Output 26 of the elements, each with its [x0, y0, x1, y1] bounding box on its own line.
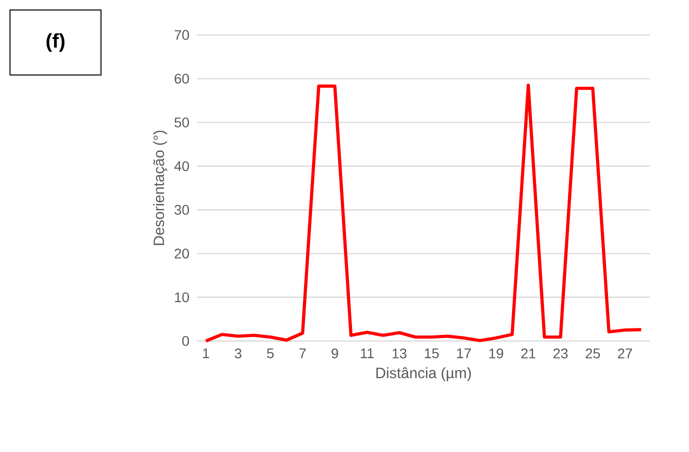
text: (f)	[46, 33, 64, 52]
x-tick-label: 21	[521, 348, 536, 358]
x-tick-label: 5	[267, 348, 274, 358]
x-tick-label: 15	[424, 348, 439, 358]
x-axis-title: Distância (µm)	[376, 367, 471, 382]
x-tick-label: 13	[392, 348, 406, 358]
x-tick-label: 17	[457, 348, 471, 358]
y-tick-label: 70	[174, 30, 189, 40]
x-tick-label: 1	[203, 348, 210, 358]
line-series	[204, 84, 643, 343]
y-tick-label: 30	[174, 204, 189, 215]
x-tick-label: 19	[489, 348, 504, 358]
x-tick-label: 3	[234, 348, 242, 358]
y-tick-label: 0	[182, 336, 189, 346]
y-tick-label: 10	[175, 292, 189, 302]
y-axis-title: Desorientação (°)	[153, 130, 168, 245]
y-tick-label: 20	[174, 248, 189, 259]
x-tick-label: 9	[332, 348, 338, 358]
x-tick-label: 7	[299, 348, 306, 358]
y-tick-label: 60	[174, 74, 189, 84]
y-tick-label: 50	[174, 117, 189, 128]
x-tick-label: 23	[553, 348, 568, 358]
x-tick-label: 27	[618, 348, 632, 358]
x-tick-label: 25	[586, 348, 600, 358]
y-tick-label: 40	[174, 161, 189, 172]
x-tick-label: 11	[360, 348, 374, 358]
